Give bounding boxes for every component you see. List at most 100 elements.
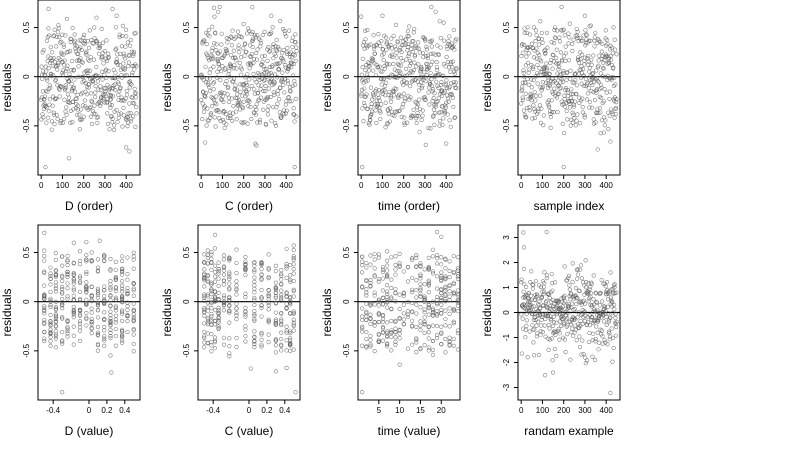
data-point [548,314,553,319]
data-point [405,346,411,351]
data-point [452,82,457,87]
data-point [221,268,227,273]
data-point [284,338,289,343]
data-point [389,285,394,291]
data-point [112,123,117,128]
data-point [519,277,524,282]
data-point [594,299,599,305]
data-point [42,253,47,259]
data-point [359,14,364,19]
data-point [244,89,249,95]
data-point [202,334,207,339]
data-point [205,252,210,257]
data-point [426,264,431,270]
data-point [407,63,412,68]
data-point [549,40,554,45]
data-point [453,115,458,120]
data-point [67,75,72,80]
data-point [71,310,76,316]
data-point [84,252,89,258]
data-point [95,330,101,335]
data-point [221,342,227,347]
data-point [590,71,595,76]
data-point [612,115,617,120]
data-point [557,337,562,342]
data-point [405,44,410,50]
data-point [102,299,107,304]
data-point [113,275,118,280]
data-point [48,322,53,328]
data-point [521,108,526,113]
data-point [525,105,530,110]
data-point [252,297,257,302]
data-point [611,25,616,30]
data-point [120,311,125,316]
data-point [77,117,83,122]
data-point [613,105,619,111]
data-point [102,284,107,289]
data-point [108,319,113,324]
data-point [439,80,444,85]
data-point [401,302,406,307]
data-point [209,339,214,345]
data-point [275,92,281,97]
data-point [291,322,296,327]
data-point [591,273,596,278]
data-point [257,77,262,83]
x-tick-label: 200 [237,181,251,190]
data-point [410,275,415,281]
data-point [113,284,118,290]
data-point [425,66,430,72]
data-point [422,267,427,272]
data-point [42,321,47,327]
data-point [601,66,606,71]
data-point [50,50,55,55]
data-point [218,78,223,83]
data-point [524,323,529,328]
data-point [128,38,133,43]
data-point [417,97,422,102]
data-point [432,91,437,96]
data-point [283,102,288,107]
data-point [546,347,551,353]
data-point [202,295,207,300]
data-point [550,281,555,286]
data-point [565,88,570,93]
data-point [85,92,90,97]
data-point [288,338,293,343]
data-point [292,119,297,124]
data-point [539,323,544,328]
data-point [530,93,535,99]
data-point [212,319,218,324]
data-point [42,94,48,99]
data-point [120,267,125,272]
data-point [227,272,232,277]
data-point [390,54,395,59]
data-point [221,272,227,277]
data-point [291,262,296,267]
data-point [246,87,251,92]
data-point [385,283,390,288]
data-point [212,335,218,340]
data-point [378,69,383,74]
data-point [568,322,573,327]
data-point [407,24,412,29]
data-point [53,313,58,318]
data-point [451,281,456,287]
data-point [258,44,263,49]
data-point [228,113,233,118]
data-point [410,318,415,323]
data-point [439,287,444,293]
data-point [580,38,585,43]
data-point [212,294,218,299]
data-point [77,338,83,344]
data-point [288,89,293,94]
data-point [520,84,525,89]
data-point [266,318,271,324]
data-point [212,246,218,251]
data-point [448,124,453,130]
data-point [596,347,601,352]
data-point [277,47,282,52]
data-point [382,88,387,93]
